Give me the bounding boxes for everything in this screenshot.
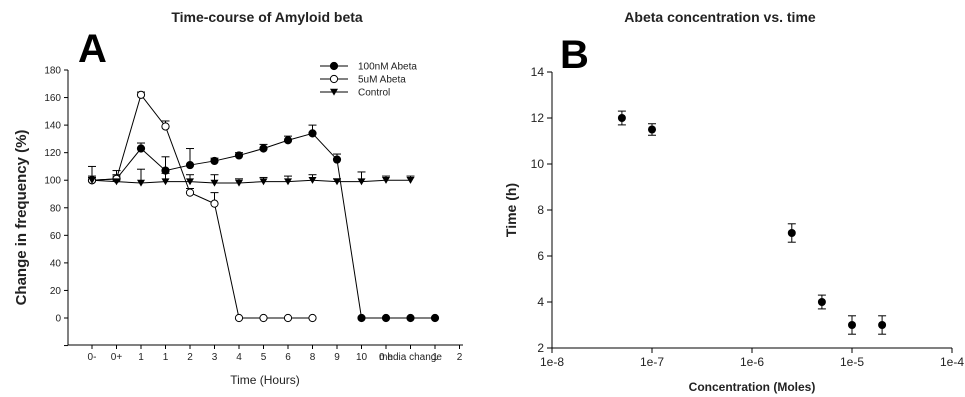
x-tick-label-a: 4 — [236, 352, 242, 363]
data-point — [136, 90, 146, 99]
data-point — [817, 298, 826, 306]
data-point — [259, 313, 268, 323]
y-tick-label-a: 140 — [44, 121, 61, 132]
data-point — [430, 313, 440, 323]
data-point — [137, 179, 145, 187]
data-point — [878, 321, 887, 329]
y-tick-label-a: 180 — [44, 66, 61, 77]
data-point — [185, 188, 195, 197]
x-axis-label-b: Concentration (Moles) — [689, 380, 816, 394]
y-tick-label-a: 20 — [50, 286, 62, 297]
title-b: Abeta concentration vs. time — [624, 9, 816, 25]
data-point — [357, 178, 366, 186]
x-tick-label-b: 1e-4 — [940, 355, 964, 369]
data-point — [308, 129, 317, 138]
x-tick-label-a: 1 — [138, 352, 144, 363]
panel-label-b: B — [560, 33, 589, 77]
data-point — [112, 178, 121, 186]
y-tick-label-b: 10 — [531, 157, 545, 171]
legend-label: 100nM Abeta — [358, 62, 417, 73]
x-tick-label-a: 2 — [457, 352, 463, 363]
data-point — [210, 179, 219, 187]
x-tick-label-b: 1e-8 — [540, 355, 564, 369]
panel-label-a: A — [78, 27, 107, 71]
data-point — [308, 177, 317, 184]
series-line — [91, 132, 435, 319]
x-tick-label-a: 9 — [334, 352, 340, 363]
data-point — [308, 313, 317, 323]
data-point — [381, 313, 391, 323]
y-tick-label-a: 0 — [55, 314, 61, 325]
x-tick-label-a: 2 — [187, 352, 193, 363]
y-tick-label-b: 2 — [537, 341, 544, 355]
data-point — [406, 313, 415, 323]
y-tick-label-a: 160 — [44, 93, 61, 104]
y-tick-label-b: 14 — [531, 65, 545, 79]
data-point — [161, 178, 170, 186]
data-point — [136, 144, 146, 153]
y-tick-label-a: 120 — [44, 148, 61, 159]
series-line — [91, 179, 411, 184]
x-tick-label-a: 0- — [88, 352, 97, 363]
y-axis-label-b: Time (h) — [503, 183, 519, 237]
y-tick-label-a: 80 — [50, 203, 62, 214]
y-tick-label-a: 40 — [50, 258, 62, 269]
legend-marker — [329, 61, 339, 71]
legend-label: Control — [358, 88, 390, 99]
x-tick-label-a: 1 — [163, 352, 169, 363]
legend-marker — [330, 88, 338, 96]
data-point — [259, 178, 268, 186]
data-point — [235, 179, 243, 187]
x-tick-label-a: 1 — [432, 352, 438, 363]
x-tick-label-a: 8 — [310, 352, 316, 363]
x-tick-label-a: 6 — [285, 352, 291, 363]
x-tick-label-a: 0 h — [379, 352, 393, 363]
data-point — [382, 177, 390, 184]
y-tick-label-a: 60 — [50, 231, 62, 242]
data-point — [234, 151, 244, 160]
x-tick-label-a: 3 — [212, 352, 218, 363]
data-point — [284, 178, 292, 186]
data-point — [185, 160, 195, 170]
data-point — [332, 155, 342, 164]
data-point — [186, 178, 194, 186]
title-a: Time-course of Amyloid beta — [171, 9, 363, 25]
data-point — [357, 313, 366, 323]
data-point — [848, 321, 856, 329]
data-point — [283, 136, 293, 145]
x-tick-label-b: 1e-7 — [640, 355, 664, 369]
data-point — [617, 114, 626, 122]
data-point — [648, 125, 656, 134]
series-line — [91, 93, 313, 319]
x-tick-label-a: 0+ — [111, 352, 123, 363]
data-point — [161, 166, 170, 175]
y-tick-label-a: 100 — [44, 176, 61, 187]
data-point — [333, 178, 341, 186]
data-point — [210, 156, 219, 166]
data-point — [234, 313, 244, 323]
data-point — [283, 313, 293, 323]
x-axis-label-a: Time (Hours) — [230, 373, 300, 387]
y-tick-label-b: 12 — [531, 111, 545, 125]
data-point — [88, 177, 96, 184]
data-point — [259, 144, 268, 153]
y-tick-label-b: 4 — [537, 295, 544, 309]
x-tick-label-a: 5 — [261, 352, 267, 363]
data-point — [406, 177, 415, 184]
y-axis-label-a: Change in frequency (%) — [13, 130, 30, 306]
legend-marker — [329, 74, 339, 84]
x-tick-label-b: 1e-6 — [740, 355, 764, 369]
y-tick-label-b: 8 — [537, 203, 544, 217]
x-tick-label-a: 10 — [356, 352, 368, 363]
data-point — [210, 199, 219, 208]
data-point — [161, 122, 170, 131]
x-tick-label-b: 1e-5 — [840, 355, 864, 369]
legend-label: 5uM Abeta — [358, 75, 406, 86]
y-tick-label-b: 6 — [537, 249, 544, 263]
x-tick-label-a: media change — [379, 352, 442, 363]
data-point — [787, 229, 796, 237]
